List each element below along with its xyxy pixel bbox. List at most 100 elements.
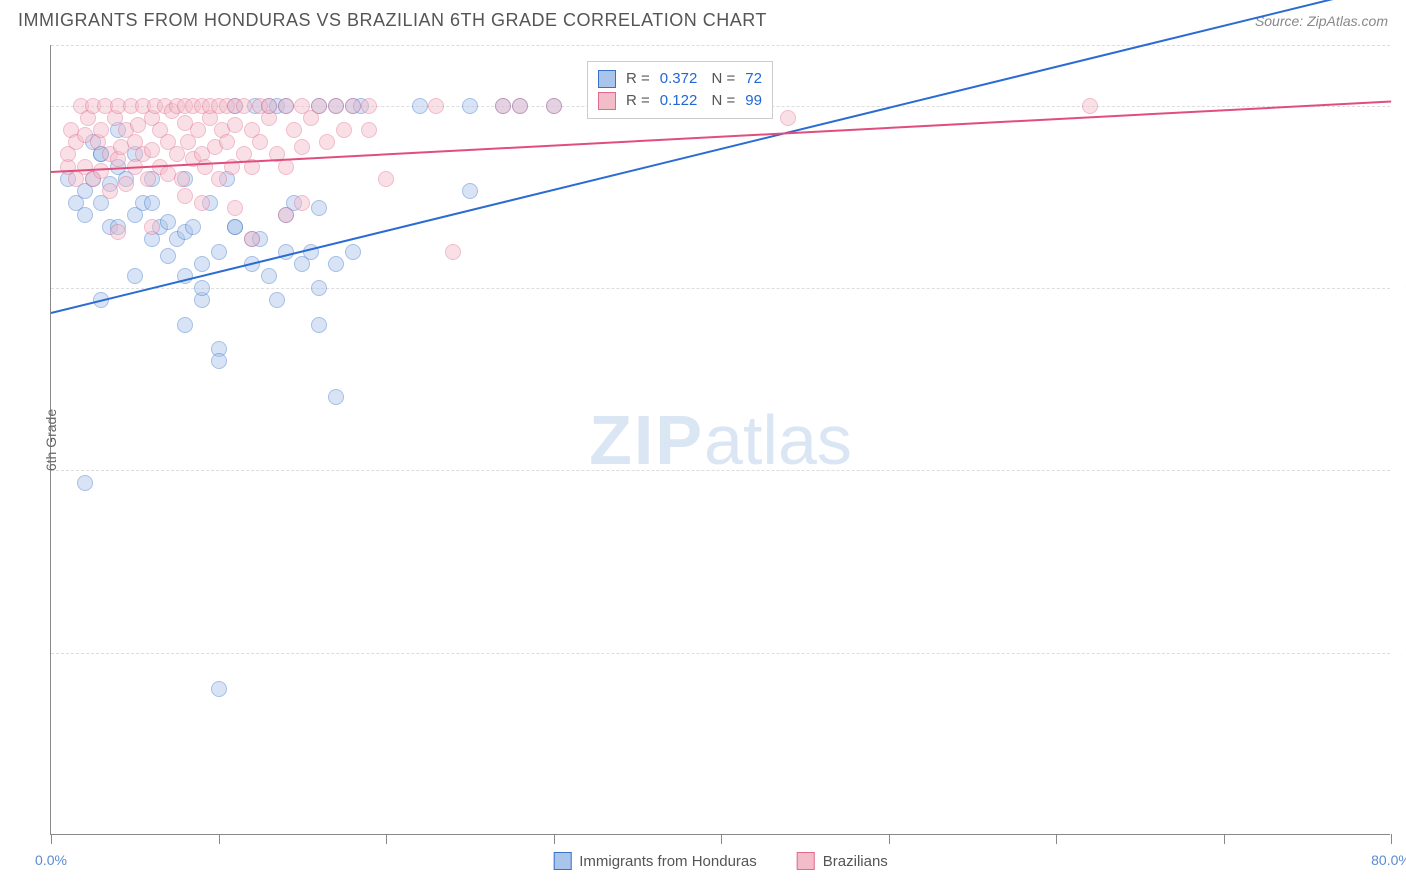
scatter-point [227, 219, 243, 235]
legend-swatch [553, 852, 571, 870]
stats-box: R = 0.372 N = 72 R = 0.122 N = 99 [587, 61, 773, 119]
scatter-point [319, 134, 335, 150]
chart-title: IMMIGRANTS FROM HONDURAS VS BRAZILIAN 6T… [18, 10, 767, 31]
stat-n-value: 99 [745, 92, 762, 109]
x-tick [386, 834, 387, 844]
scatter-point [345, 244, 361, 260]
scatter-point [93, 163, 109, 179]
stat-n-label: N = [707, 70, 735, 87]
x-tick [889, 834, 890, 844]
scatter-point [244, 231, 260, 247]
scatter-point [269, 292, 285, 308]
scatter-point [412, 98, 428, 114]
scatter-point [361, 98, 377, 114]
x-tick [721, 834, 722, 844]
x-tick [1224, 834, 1225, 844]
grid-line [51, 470, 1390, 471]
stat-r-value: 0.372 [660, 70, 698, 87]
scatter-point [177, 188, 193, 204]
scatter-point [118, 176, 134, 192]
scatter-point [252, 134, 268, 150]
scatter-point [93, 122, 109, 138]
scatter-point [219, 134, 235, 150]
scatter-point [194, 256, 210, 272]
scatter-point [190, 122, 206, 138]
scatter-point [110, 224, 126, 240]
scatter-point [311, 317, 327, 333]
scatter-point [140, 171, 156, 187]
scatter-point [311, 280, 327, 296]
legend-item: Immigrants from Honduras [553, 852, 757, 870]
scatter-point [102, 183, 118, 199]
x-tick [1056, 834, 1057, 844]
scatter-point [462, 98, 478, 114]
stat-r-label: R = [626, 70, 650, 87]
scatter-point [336, 122, 352, 138]
scatter-point [144, 219, 160, 235]
scatter-point [211, 353, 227, 369]
stats-row: R = 0.372 N = 72 [598, 68, 762, 90]
scatter-point [77, 475, 93, 491]
scatter-point [278, 98, 294, 114]
grid-line [51, 288, 1390, 289]
y-axis-label: 6th Grade [43, 409, 59, 471]
x-tick [554, 834, 555, 844]
scatter-point [294, 139, 310, 155]
scatter-point [127, 268, 143, 284]
scatter-point [328, 98, 344, 114]
scatter-point [160, 214, 176, 230]
scatter-point [261, 98, 277, 114]
grid-line [51, 653, 1390, 654]
scatter-point [174, 171, 190, 187]
x-tick [51, 834, 52, 844]
chart-wrapper: ZIPatlas 77.5%92.5%0.0%80.0%R =0.372 N =… [50, 45, 1390, 835]
legend-label: Immigrants from Honduras [579, 853, 757, 870]
scatter-point [378, 171, 394, 187]
scatter-point [194, 280, 210, 296]
scatter-point [236, 98, 252, 114]
scatter-point [197, 159, 213, 175]
plot-area: ZIPatlas 77.5%92.5%0.0%80.0%R =0.372 N =… [50, 45, 1390, 835]
watermark: ZIPatlas [589, 400, 852, 480]
scatter-point [361, 122, 377, 138]
legend-swatch [598, 70, 616, 88]
source-credit: Source: ZipAtlas.com [1255, 13, 1388, 29]
legend-swatch [598, 92, 616, 110]
x-tick-label: 0.0% [35, 852, 67, 868]
legend-swatch [797, 852, 815, 870]
x-tick [219, 834, 220, 844]
scatter-point [211, 244, 227, 260]
legend-item: Brazilians [797, 852, 888, 870]
scatter-point [328, 256, 344, 272]
scatter-point [169, 146, 185, 162]
scatter-point [144, 195, 160, 211]
stat-r-label: R = [626, 92, 650, 109]
scatter-point [345, 98, 361, 114]
y-tick-label: 77.5% [1395, 645, 1406, 661]
scatter-point [227, 117, 243, 133]
watermark-b: atlas [704, 401, 852, 479]
scatter-point [194, 195, 210, 211]
scatter-point [211, 171, 227, 187]
stats-row: R = 0.122 N = 99 [598, 90, 762, 112]
scatter-point [144, 142, 160, 158]
stat-n-label: N = [707, 92, 735, 109]
y-tick-label: 92.5% [1395, 280, 1406, 296]
scatter-point [328, 389, 344, 405]
scatter-point [261, 268, 277, 284]
grid-line [51, 45, 1390, 46]
watermark-a: ZIP [589, 401, 704, 479]
scatter-point [160, 248, 176, 264]
scatter-point [311, 98, 327, 114]
scatter-point [1082, 98, 1098, 114]
scatter-point [77, 207, 93, 223]
scatter-point [185, 219, 201, 235]
scatter-point [512, 98, 528, 114]
scatter-point [428, 98, 444, 114]
scatter-point [286, 122, 302, 138]
stat-n-value: 72 [745, 70, 762, 87]
stat-r-value: 0.122 [660, 92, 698, 109]
x-tick [1391, 834, 1392, 844]
scatter-point [294, 195, 310, 211]
x-tick-label: 80.0% [1371, 852, 1406, 868]
